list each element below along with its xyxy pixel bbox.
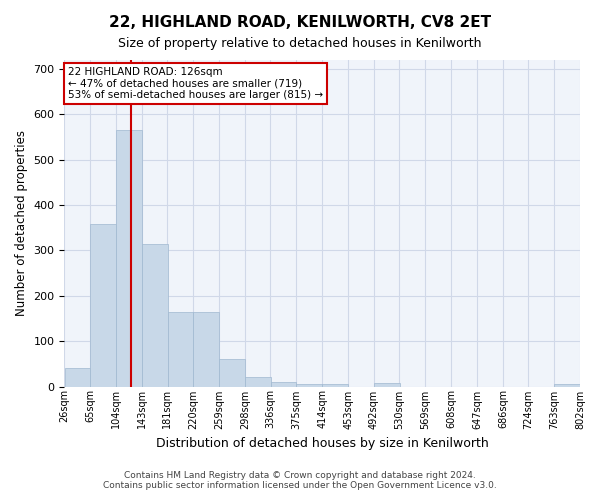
Bar xyxy=(245,376,271,386)
Bar xyxy=(91,224,116,386)
Bar xyxy=(116,130,142,386)
Bar xyxy=(142,244,168,386)
Text: 22, HIGHLAND ROAD, KENILWORTH, CV8 2ET: 22, HIGHLAND ROAD, KENILWORTH, CV8 2ET xyxy=(109,15,491,30)
Bar xyxy=(374,384,400,386)
Bar xyxy=(65,368,90,386)
Bar xyxy=(193,312,219,386)
Bar xyxy=(554,384,580,386)
Bar xyxy=(271,382,296,386)
Text: Size of property relative to detached houses in Kenilworth: Size of property relative to detached ho… xyxy=(118,38,482,51)
Text: Contains HM Land Registry data © Crown copyright and database right 2024.
Contai: Contains HM Land Registry data © Crown c… xyxy=(103,470,497,490)
Y-axis label: Number of detached properties: Number of detached properties xyxy=(15,130,28,316)
Bar xyxy=(296,384,322,386)
Bar xyxy=(220,360,245,386)
Bar xyxy=(167,312,193,386)
Text: 22 HIGHLAND ROAD: 126sqm
← 47% of detached houses are smaller (719)
53% of semi-: 22 HIGHLAND ROAD: 126sqm ← 47% of detach… xyxy=(68,67,323,100)
Bar xyxy=(322,384,348,386)
X-axis label: Distribution of detached houses by size in Kenilworth: Distribution of detached houses by size … xyxy=(156,437,488,450)
